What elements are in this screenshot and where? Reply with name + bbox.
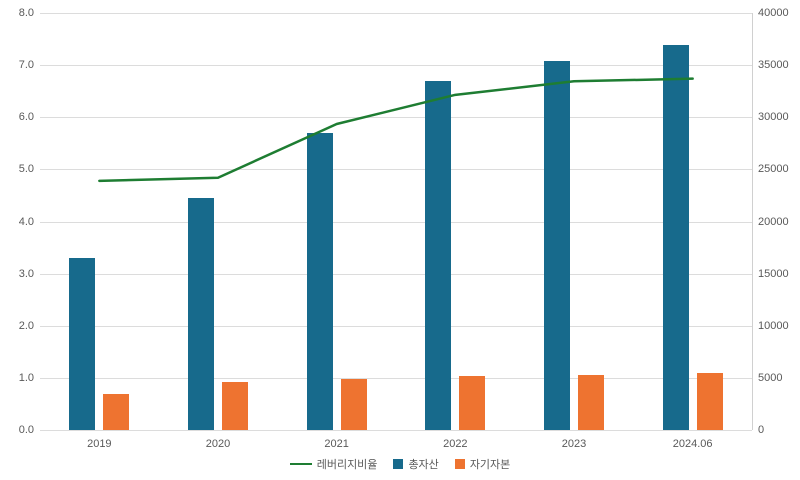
gridline <box>40 430 752 431</box>
total-assets-bar <box>69 257 96 430</box>
equity-bar <box>696 372 723 430</box>
right-axis-tick: 30000 <box>758 111 789 124</box>
total-assets-bar <box>188 197 214 430</box>
gridline <box>40 169 752 171</box>
equity-bar <box>578 375 604 430</box>
gridline <box>40 13 752 14</box>
equity-bar <box>340 378 367 430</box>
x-axis-label: 2019 <box>87 438 112 450</box>
legend-item-leverage-ratio: 레버리지비율 <box>289 456 378 472</box>
left-axis-tick: 5.0 <box>18 163 34 176</box>
right-axis-line <box>752 13 753 430</box>
left-axis-tick: 8.0 <box>18 7 34 19</box>
total-assets-bar <box>544 60 570 430</box>
gridline <box>40 117 752 119</box>
left-axis-tick: 0.0 <box>18 424 34 436</box>
x-axis-label: 2021 <box>324 438 349 450</box>
equity-bar <box>222 381 248 430</box>
left-axis-tick: 4.0 <box>18 215 34 228</box>
gridline <box>40 325 752 327</box>
legend: 레버리지비율 총자산 자기자본 <box>0 456 800 472</box>
legend-label: 자기자본 <box>469 459 511 471</box>
left-axis-tick: 1.0 <box>18 371 34 384</box>
right-axis-tick: 0 <box>758 424 765 436</box>
x-axis-label: 2020 <box>205 438 231 450</box>
x-axis-label: 2023 <box>561 438 587 450</box>
equity-swatch <box>454 459 465 469</box>
total-assets-bar <box>306 132 333 430</box>
gridline <box>40 65 752 67</box>
left-axis-tick: 6.0 <box>18 111 34 124</box>
left-axis-tick: 7.0 <box>18 59 34 72</box>
right-axis-tick: 15000 <box>758 267 789 280</box>
x-axis-label: 2024.06 <box>672 438 713 450</box>
total-assets-swatch <box>393 459 404 469</box>
right-axis-tick: 10000 <box>758 319 789 332</box>
right-axis-tick: 25000 <box>758 163 789 176</box>
legend-item-total-assets: 총자산 <box>393 456 439 472</box>
right-axis-tick: 35000 <box>758 59 789 72</box>
left-axis-tick: 3.0 <box>18 267 34 280</box>
gridline <box>40 273 752 275</box>
right-axis-tick: 5000 <box>758 371 783 384</box>
right-axis-tick: 20000 <box>758 215 789 228</box>
right-axis-tick: 40000 <box>758 7 789 19</box>
gridline <box>40 221 752 223</box>
equity-bar <box>459 376 486 430</box>
equity-bar <box>103 393 130 430</box>
gridline <box>40 377 752 379</box>
total-assets-bar <box>662 45 689 430</box>
legend-label: 총자산 <box>408 459 439 471</box>
x-axis-label: 2022 <box>443 438 468 450</box>
legend-label: 레버리지비율 <box>316 459 378 471</box>
left-axis-tick: 2.0 <box>18 319 34 332</box>
legend-item-equity: 자기자본 <box>454 456 511 472</box>
total-assets-bar <box>425 80 452 430</box>
line-series-swatch <box>289 463 312 465</box>
